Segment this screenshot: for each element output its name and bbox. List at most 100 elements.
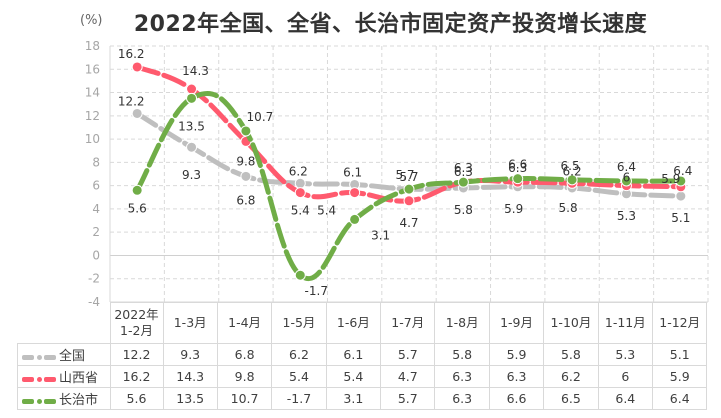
data-label: 6.4: [673, 164, 692, 178]
column-header: 1-4月: [216, 302, 273, 344]
series-lines: [131, 61, 687, 281]
data-label: 6.2: [563, 164, 582, 178]
data-point-marker: [132, 108, 142, 118]
table-cell: 5.9: [652, 365, 708, 388]
y-tick-label: 16: [85, 62, 100, 76]
data-table: 2022年 1-2月 1-3月 1-4月 1-5月 1-6月 1-7月 1-8月 1-9月 1-1…: [17, 302, 708, 410]
legend-label: 全国: [59, 349, 86, 364]
data-point-marker: [187, 142, 197, 152]
data-label: 5.1: [671, 211, 690, 225]
table-cell: 5.3: [597, 343, 654, 366]
data-label: 6.5: [561, 159, 580, 173]
data-label: 5.4: [291, 204, 310, 218]
data-label: -1.7: [305, 284, 328, 298]
table-cell: 16.2: [109, 365, 164, 388]
data-point-marker: [621, 189, 631, 199]
table-cell: 6.5: [543, 387, 599, 410]
data-point-marker: [241, 126, 251, 136]
data-point-marker: [350, 179, 360, 189]
table-cell: 6.3: [434, 387, 490, 410]
data-label: 3.1: [371, 228, 390, 242]
table-cell: 6.4: [652, 387, 708, 410]
table-cell: 6.1: [325, 343, 382, 366]
data-label: 5.3: [617, 209, 636, 223]
data-point-marker: [241, 171, 251, 181]
table-cell: 9.8: [216, 365, 273, 388]
data-point-marker: [404, 184, 414, 194]
data-point-marker: [295, 270, 305, 280]
legend-entry: 山西省: [17, 365, 111, 388]
table-cell: 12.2: [109, 343, 164, 366]
table-cell: 5.8: [434, 343, 490, 366]
table-cell: 5.9: [488, 343, 545, 366]
data-label: 14.3: [182, 64, 209, 78]
data-label: 6.3: [454, 161, 473, 175]
table-cell: 6.6: [488, 387, 545, 410]
data-point-marker: [350, 214, 360, 224]
column-header: 2022年 1-2月: [109, 302, 164, 344]
column-header: 1-8月: [434, 302, 490, 344]
y-tick-label: 14: [85, 86, 100, 100]
table-cell: 6.4: [597, 387, 654, 410]
row-national: 全国 12.2 9.3 6.8 6.2 6.1 5.7 5.8 5.9 5.8 5.3 5.1: [17, 343, 708, 366]
y-axis-unit: (%): [80, 13, 103, 28]
data-label: 6.8: [236, 193, 255, 207]
table-cell: 5.4: [325, 365, 382, 388]
y-tick-label: 18: [85, 39, 100, 53]
data-label: 5.8: [559, 201, 578, 215]
y-tick-label: 2: [92, 225, 100, 239]
y-axis-ticks: 18 16 14 12 10 8 6 4 2 0 -2 -4: [85, 39, 100, 309]
legend-line-marker-icon: [22, 375, 56, 383]
data-point-marker: [187, 84, 197, 94]
changzhi-series-line: [131, 91, 687, 281]
data-point-marker: [404, 196, 414, 206]
data-label: 10.7: [247, 110, 274, 124]
data-label: 5.8: [454, 203, 473, 217]
data-label: 6.4: [617, 160, 636, 174]
data-point-marker: [676, 176, 686, 186]
row-shanxi: 山西省 16.2 14.3 9.8 5.4 5.4 4.7 6.3 6.3 6.2 6 5.9: [17, 365, 708, 388]
data-label: 5.9: [504, 202, 523, 216]
column-header: 1-5月: [271, 302, 327, 344]
data-point-marker: [295, 188, 305, 198]
chart-title: 2022年全国、全省、长治市固定资产投资增长速度: [133, 12, 648, 37]
legend-label: 山西省: [59, 371, 99, 386]
data-label: 5.6: [128, 201, 147, 215]
table-corner: [17, 302, 111, 344]
table-cell: 9.3: [162, 343, 218, 366]
column-header: 1-11月: [597, 302, 654, 344]
data-point-marker: [187, 93, 197, 103]
table-cell: 6.3: [434, 365, 490, 388]
y-tick-label: 6: [92, 179, 100, 193]
legend-label: 长治市: [59, 393, 99, 408]
table-cell: 3.1: [325, 387, 382, 410]
table-cell: -1.7: [271, 387, 327, 410]
data-label: 5.4: [317, 204, 336, 218]
data-label: 6.3: [454, 165, 473, 179]
table-cell: 6.3: [488, 365, 545, 388]
column-header: 1-6月: [325, 302, 382, 344]
table-cell: 5.7: [380, 343, 436, 366]
column-header: 1-9月: [488, 302, 545, 344]
table-cell: 5.4: [271, 365, 327, 388]
table-cell: 5.6: [109, 387, 164, 410]
data-point-marker: [350, 188, 360, 198]
y-tick-label: -4: [88, 295, 100, 309]
column-header: 1-12月: [652, 302, 708, 344]
y-tick-label: 4: [92, 202, 100, 216]
table-cell: 13.5: [162, 387, 218, 410]
data-label: 5.9: [661, 172, 680, 186]
column-header: 1-7月: [380, 302, 436, 344]
table-cell: 6.2: [543, 365, 599, 388]
table-cell: 5.7: [380, 387, 436, 410]
row-changzhi: 长治市 5.6 13.5 10.7 -1.7 3.1 5.7 6.3 6.6 6.5 6.4 6.4: [17, 387, 708, 410]
data-label: 9.8: [236, 154, 255, 168]
legend-line-marker-icon: [22, 353, 56, 361]
data-label: 6.1: [343, 165, 362, 179]
table-header-row: 2022年 1-2月 1-3月 1-4月 1-5月 1-6月 1-7月 1-8月 1-9月 1-1…: [17, 302, 708, 344]
data-labels: 12.2 9.3 6.8 6.2 6.1 5.7 5.8 5.9 5.8 5.3 5.1 16.2 14…: [118, 47, 693, 298]
data-label: 5.7: [395, 168, 414, 182]
data-point-marker: [132, 62, 142, 72]
legend-line-marker-icon: [22, 397, 56, 405]
table-cell: 6.2: [271, 343, 327, 366]
